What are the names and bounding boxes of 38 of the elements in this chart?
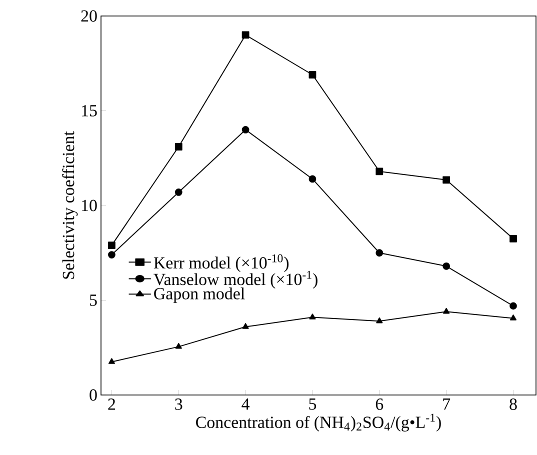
x-tick-label: 3 xyxy=(175,398,182,410)
y-tick-label: 0 xyxy=(90,389,97,401)
point xyxy=(376,168,384,176)
point xyxy=(309,314,316,320)
point xyxy=(108,251,116,258)
point xyxy=(242,323,249,329)
y-tick-label: 10 xyxy=(82,200,97,212)
point xyxy=(242,31,250,39)
y-tick-label: 15 xyxy=(82,105,97,116)
y-tick-label: 5 xyxy=(90,294,97,306)
x-tick-label: 4 xyxy=(242,398,250,410)
point xyxy=(174,143,182,150)
point xyxy=(242,126,250,134)
legend-label: Kerr model (×10$^{-10}$) xyxy=(154,254,289,272)
x-tick-label: 8 xyxy=(510,398,517,410)
point xyxy=(175,342,182,349)
legend-label: Gapon model xyxy=(154,287,245,303)
x-tick-label: 5 xyxy=(309,398,316,410)
point xyxy=(443,308,450,314)
point xyxy=(108,242,116,249)
y-tick-label: 20 xyxy=(81,10,97,22)
point xyxy=(376,249,384,257)
point xyxy=(442,262,450,270)
point xyxy=(376,317,383,324)
point xyxy=(308,71,316,78)
point xyxy=(174,188,182,196)
x-tick-label: 7 xyxy=(443,398,450,410)
point xyxy=(442,176,450,184)
y-axis-title: Selectivity coefficient xyxy=(62,131,78,279)
x-tick-label: 2 xyxy=(108,398,116,410)
point xyxy=(308,175,316,183)
point xyxy=(510,314,517,320)
point xyxy=(510,234,517,242)
legend-label: Vanselow model (×10$^{-1}$) xyxy=(154,270,318,289)
text: Concentration of (NH$_{4}$)$_{2}$SO$_{4}$/(g•L$^{-1}$) xyxy=(196,414,441,432)
point xyxy=(108,358,115,364)
x-tick-label: 6 xyxy=(376,398,384,410)
point xyxy=(510,302,517,310)
